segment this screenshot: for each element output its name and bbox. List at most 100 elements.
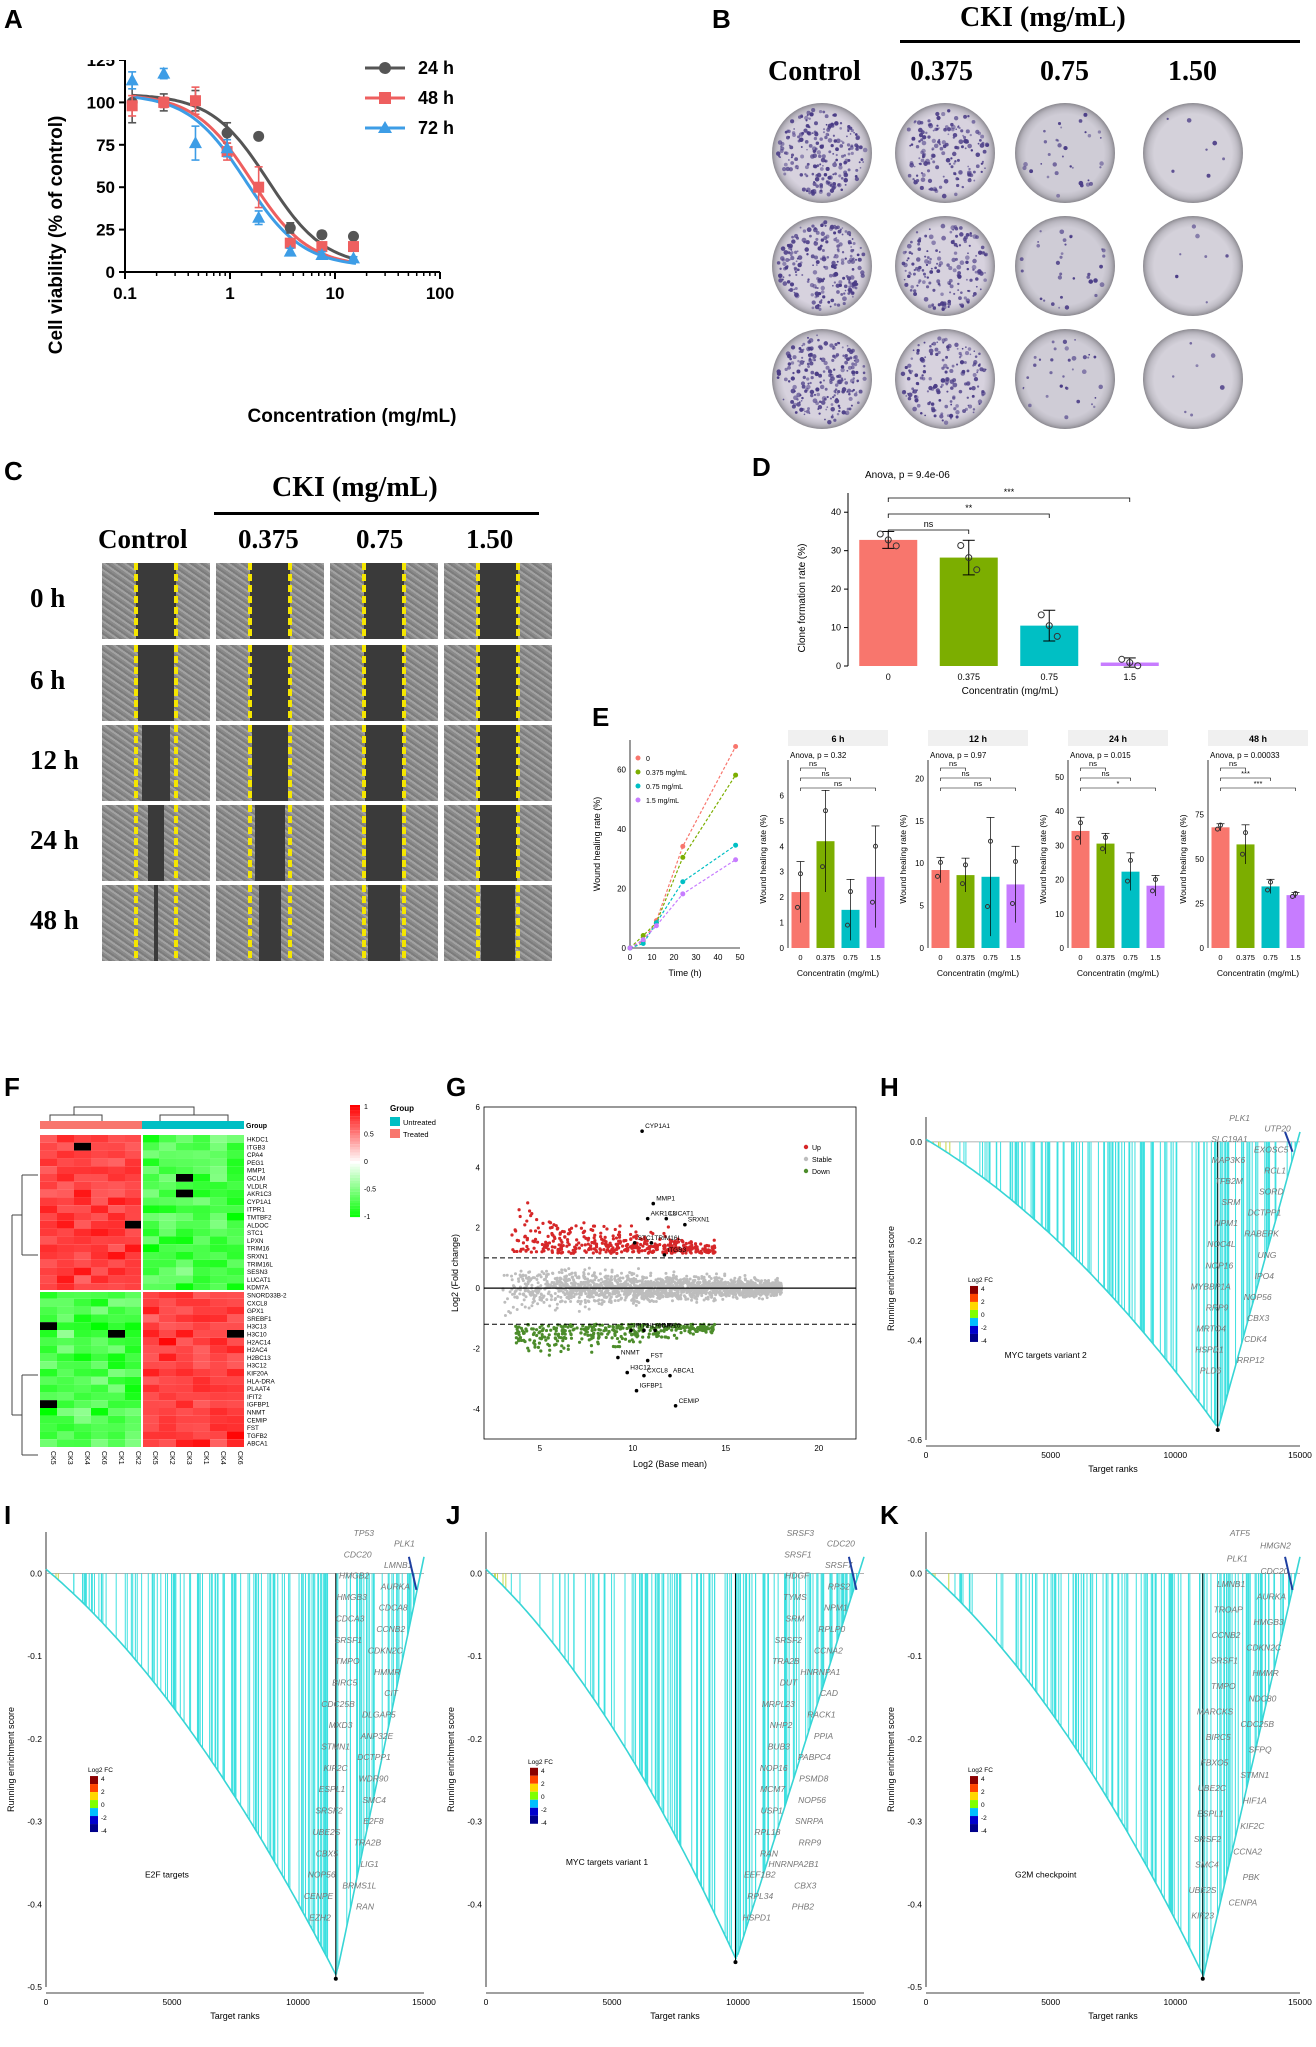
colony-dot bbox=[784, 130, 788, 134]
down-point bbox=[598, 1328, 602, 1332]
down-point bbox=[514, 1341, 518, 1345]
stable-point bbox=[687, 1280, 691, 1284]
colony-dot bbox=[788, 144, 791, 147]
colony-dot bbox=[928, 234, 934, 240]
heatmap-cell bbox=[40, 1314, 57, 1323]
colony-dot bbox=[953, 242, 958, 247]
colony-dot bbox=[830, 298, 835, 303]
up-point bbox=[612, 1249, 616, 1254]
y-tick-label: 0 bbox=[106, 263, 115, 282]
colony-dot bbox=[797, 255, 803, 260]
heatmap-cell bbox=[40, 1408, 57, 1416]
heatmap-cell bbox=[176, 1275, 193, 1284]
heatmap-cell bbox=[176, 1252, 193, 1260]
heatmap-cell bbox=[210, 1345, 227, 1354]
wound-micrograph bbox=[102, 645, 210, 721]
colony-dot bbox=[1087, 272, 1091, 277]
colony-dot bbox=[969, 278, 973, 282]
heatmap-cell bbox=[142, 1142, 159, 1151]
bar-0.75 bbox=[1261, 886, 1280, 948]
x-tick-label: 0.75 bbox=[1123, 953, 1138, 962]
stable-point bbox=[708, 1283, 712, 1287]
colony-dot bbox=[975, 285, 978, 288]
colony-dot bbox=[980, 245, 985, 250]
sample-point bbox=[957, 541, 965, 549]
stable-point bbox=[503, 1300, 507, 1304]
heatmap-cell bbox=[142, 1205, 159, 1213]
stable-point bbox=[573, 1281, 577, 1285]
x-tick-label: 100 bbox=[426, 284, 454, 303]
heatmap-cell bbox=[176, 1314, 193, 1323]
colony-dot bbox=[821, 154, 826, 159]
up-point bbox=[583, 1243, 587, 1247]
heatmap-cell bbox=[91, 1361, 108, 1369]
stable-point bbox=[733, 1280, 737, 1284]
down-point bbox=[666, 1336, 670, 1340]
down-point bbox=[554, 1329, 558, 1333]
colony-dot bbox=[958, 244, 962, 247]
y-tick-label: 0 bbox=[836, 661, 841, 671]
stable-point bbox=[728, 1289, 732, 1293]
colony-dot bbox=[927, 260, 932, 265]
y-tick-label: 40 bbox=[617, 825, 626, 834]
significance-bracket bbox=[940, 767, 966, 771]
stable-point bbox=[570, 1271, 574, 1275]
wound-edge-line bbox=[174, 885, 178, 961]
colony-dot bbox=[947, 302, 952, 306]
facet-title: 48 h bbox=[1249, 734, 1267, 744]
x-tick-label: 50 bbox=[736, 953, 745, 962]
stable-point bbox=[690, 1298, 694, 1302]
legend-title: Group bbox=[390, 1104, 414, 1113]
colony-dot bbox=[801, 384, 806, 389]
colony-dot bbox=[973, 350, 976, 353]
colony-dots bbox=[1171, 341, 1225, 417]
heatmap-cell bbox=[57, 1267, 74, 1276]
heatmap-cell bbox=[210, 1291, 227, 1299]
colony-dot bbox=[932, 306, 937, 311]
colony-dot bbox=[806, 187, 811, 193]
data-point bbox=[158, 96, 170, 108]
sample-point bbox=[1153, 877, 1158, 883]
colorbar-segment bbox=[350, 1194, 360, 1198]
colony-dot bbox=[1067, 358, 1071, 362]
stable-point bbox=[510, 1278, 514, 1282]
stable-point bbox=[597, 1289, 601, 1293]
heatmap-cell bbox=[176, 1376, 193, 1385]
colony-dot bbox=[828, 150, 832, 154]
gene-label: HLA-DRA bbox=[247, 1378, 275, 1385]
colony-dot bbox=[929, 344, 932, 348]
colony-dot bbox=[925, 158, 930, 164]
up-point bbox=[518, 1214, 522, 1219]
colony-dot bbox=[922, 370, 927, 374]
up-point bbox=[609, 1251, 613, 1255]
colony-dot bbox=[858, 161, 861, 164]
up-point bbox=[618, 1224, 622, 1228]
heatmap-cell bbox=[74, 1337, 91, 1346]
heatmap-cell bbox=[108, 1337, 125, 1346]
stable-point bbox=[610, 1278, 614, 1282]
heatmap-cell bbox=[210, 1181, 227, 1190]
colony-dot bbox=[1039, 297, 1043, 301]
up-point bbox=[557, 1243, 561, 1247]
colony-dot bbox=[1085, 182, 1091, 187]
heatmap-cell bbox=[125, 1181, 142, 1190]
colony-dish bbox=[772, 329, 872, 429]
heatmap-cell bbox=[108, 1415, 125, 1424]
stable-point bbox=[528, 1292, 532, 1296]
gene-label: TMTBF2 bbox=[247, 1215, 272, 1222]
stable-point bbox=[542, 1300, 546, 1304]
stable-point bbox=[587, 1289, 591, 1293]
stable-point bbox=[670, 1299, 674, 1303]
heatmap-cell bbox=[227, 1298, 244, 1307]
colorbar-segment bbox=[350, 1127, 360, 1131]
colony-dot bbox=[938, 138, 941, 141]
colony-dot bbox=[844, 381, 849, 385]
heatmap-cell bbox=[125, 1431, 142, 1440]
heatmap-cell bbox=[159, 1174, 176, 1182]
heatmap-cell bbox=[108, 1220, 125, 1229]
gene-label: GPX1 bbox=[247, 1308, 264, 1315]
heatmap-cell bbox=[159, 1189, 176, 1198]
heatmap-cell bbox=[176, 1353, 193, 1362]
colony-dot bbox=[1022, 386, 1025, 389]
stable-point bbox=[565, 1289, 569, 1293]
